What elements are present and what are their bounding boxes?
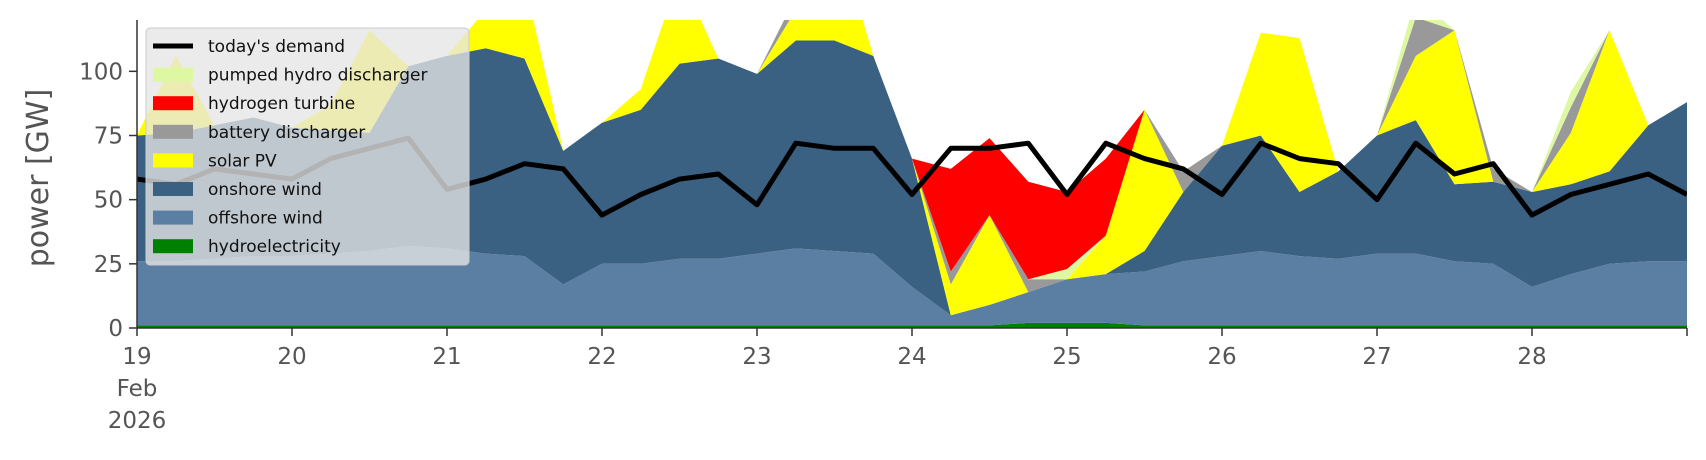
area-offshore-wind xyxy=(137,245,1687,326)
legend-swatch-onshore-wind xyxy=(153,182,193,196)
x-tick-label: 25 xyxy=(1052,344,1081,370)
area-hydroelectricity xyxy=(137,322,1687,328)
legend-label-today-s-demand: today's demand xyxy=(208,37,345,57)
x-tick-sublabel: Feb xyxy=(117,376,158,402)
y-axis-label: power [GW] xyxy=(21,89,56,268)
legend-label-offshore-wind: offshore wind xyxy=(208,209,323,229)
y-tick-label: 25 xyxy=(94,252,123,278)
area-solar-pv xyxy=(137,20,1687,316)
stacked-areas xyxy=(137,20,1687,328)
legend-label-pumped-hydro-discharger: pumped hydro discharger xyxy=(208,66,427,86)
y-tick-label: 0 xyxy=(108,316,123,342)
y-tick-label: 75 xyxy=(94,124,123,150)
x-tick-sublabel: 2026 xyxy=(108,408,167,434)
legend-label-solar-pv: solar PV xyxy=(208,151,277,171)
legend-swatch-battery-discharger xyxy=(153,124,193,139)
legend-label-battery-discharger: battery discharger xyxy=(208,123,365,143)
legend-frame xyxy=(145,27,470,266)
x-tick-label: 21 xyxy=(432,344,461,370)
x-tick-label: 23 xyxy=(742,344,771,370)
y-tick-label: 50 xyxy=(94,188,123,214)
x-tick-label: 27 xyxy=(1362,344,1391,370)
area-onshore-wind xyxy=(137,40,1687,316)
legend-swatch-hydrogen-turbine xyxy=(153,96,193,111)
x-tick-label: 19 xyxy=(122,344,151,370)
x-tick-label: 22 xyxy=(587,344,616,370)
x-tick-label: 28 xyxy=(1517,344,1546,370)
legend-swatch-solar-pv xyxy=(153,153,193,168)
x-tick-label: 24 xyxy=(897,344,926,370)
legend-swatch-hydroelectricity xyxy=(153,239,193,254)
legend-label-hydrogen-turbine: hydrogen turbine xyxy=(208,94,355,114)
legend-label-hydroelectricity: hydroelectricity xyxy=(208,237,341,257)
legend-swatch-pumped-hydro-discharger xyxy=(153,67,193,82)
x-tick-label: 20 xyxy=(277,344,306,370)
legend-swatch-offshore-wind xyxy=(153,210,193,225)
y-tick-label: 100 xyxy=(79,59,123,85)
x-tick-label: 26 xyxy=(1207,344,1236,370)
legend-label-onshore-wind: onshore wind xyxy=(208,180,322,200)
legend: today's demand pumped hydro discharger hyd… xyxy=(145,27,470,266)
axes: 0 25 50 75 100 19 Feb 2026 20 21 22 23 24 25 26 27 28 xyxy=(79,20,1688,434)
